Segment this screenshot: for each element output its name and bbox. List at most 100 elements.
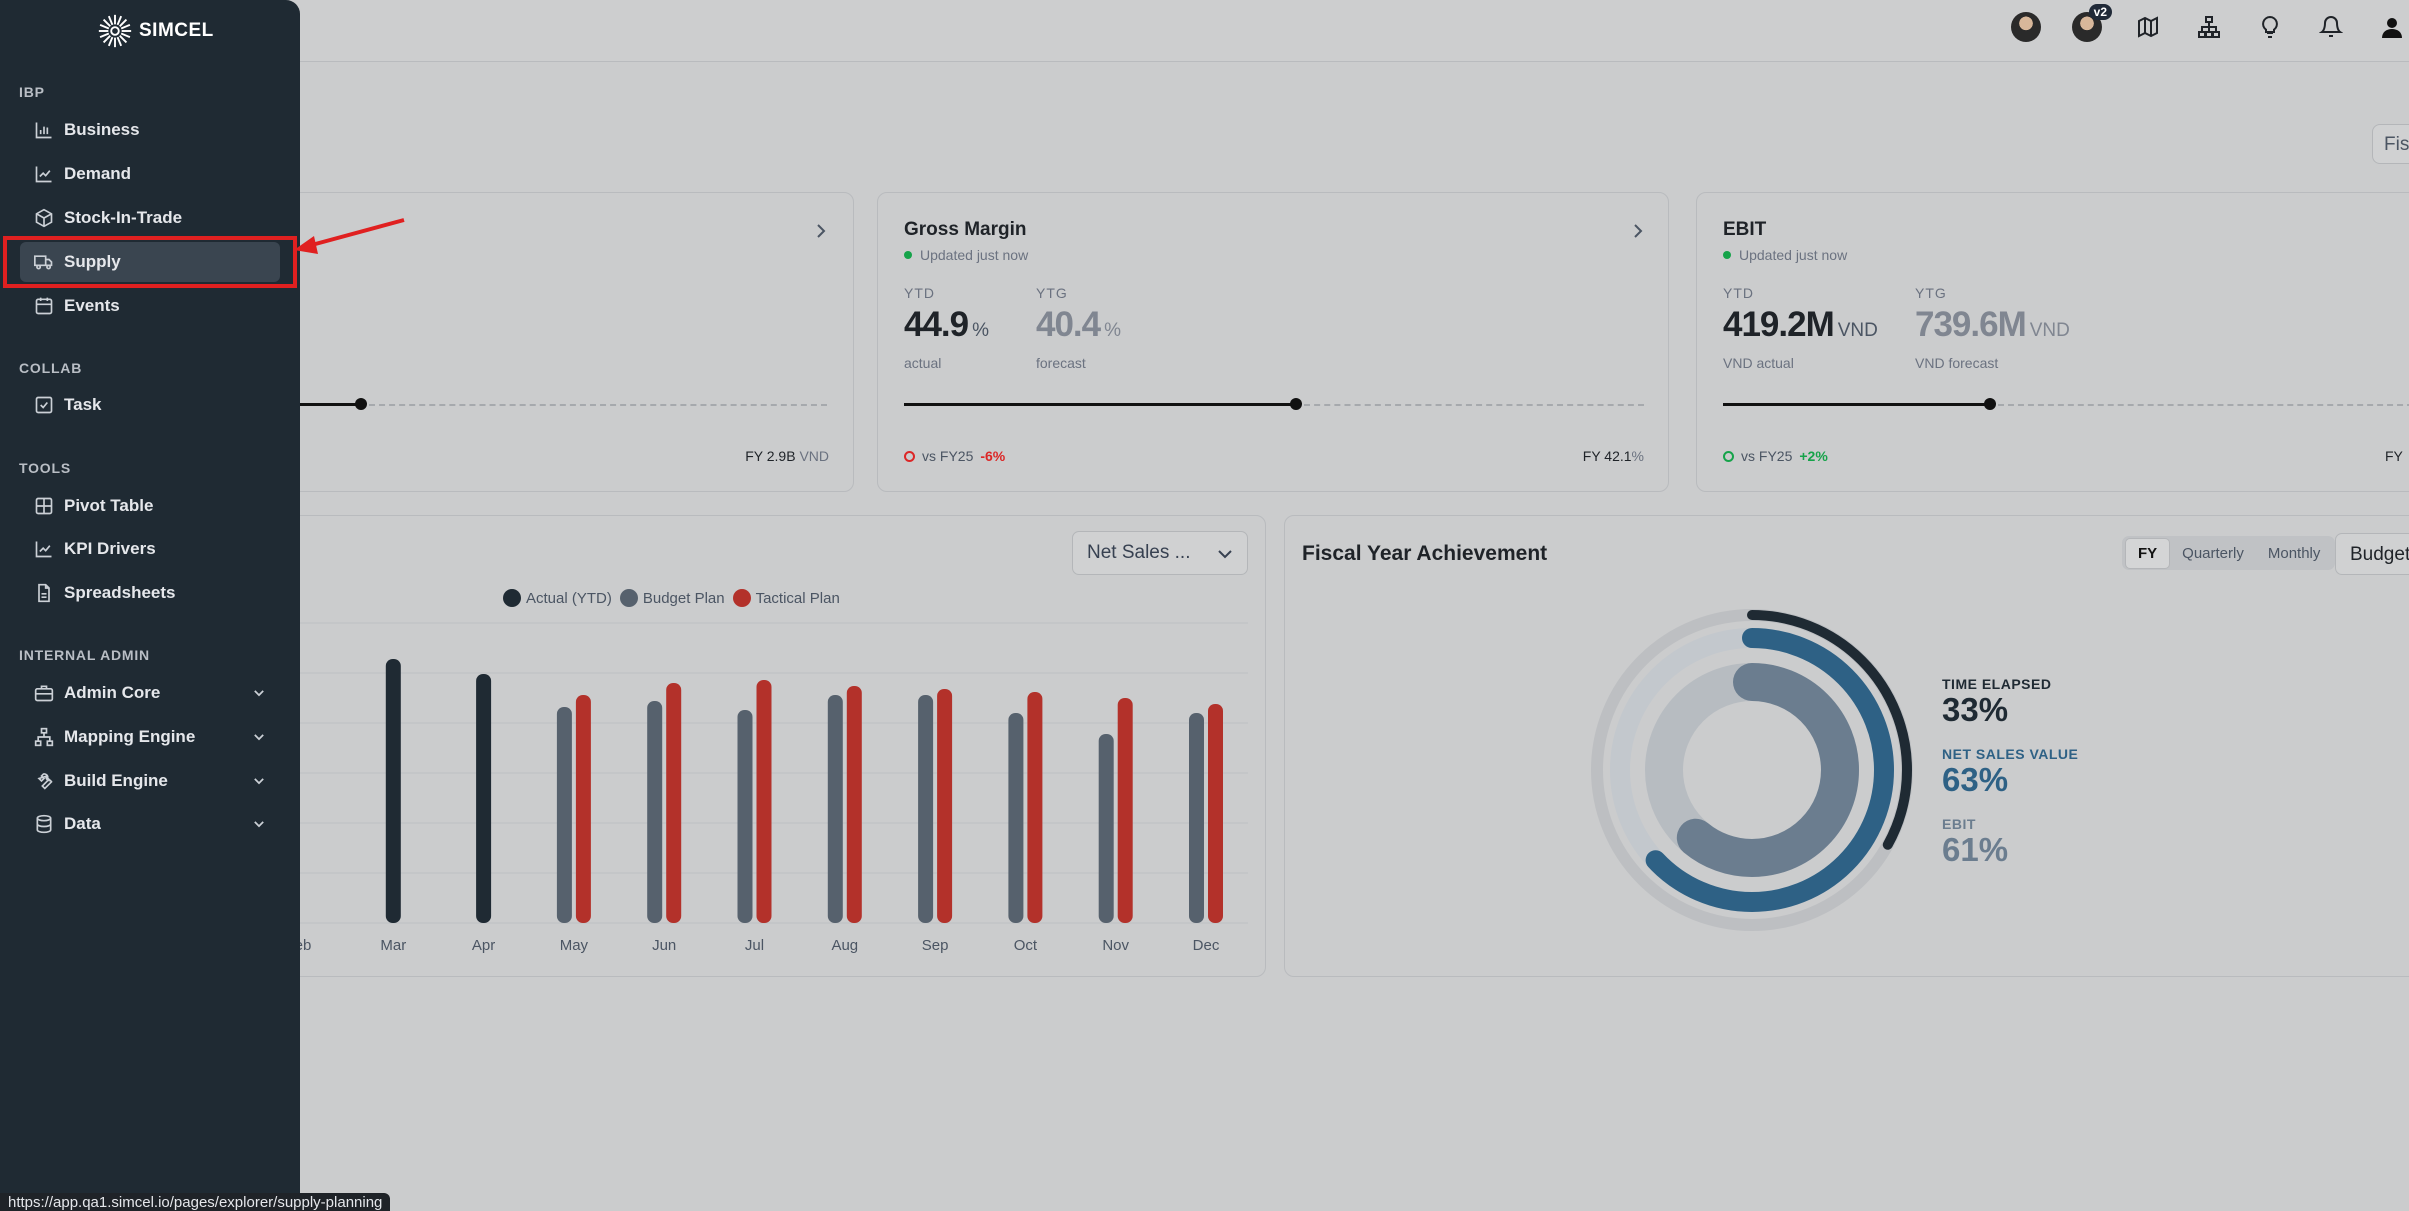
bar-budget-plan[interactable] — [918, 695, 934, 923]
section-tools: TOOLS — [19, 460, 71, 476]
sidebar-item-mapping-engine[interactable]: Mapping Engine — [20, 717, 280, 757]
kpi-progress — [1723, 398, 2409, 410]
sidebar-item-data[interactable]: Data — [20, 804, 280, 844]
x-tick-label: Mar — [380, 937, 406, 954]
sidebar-item-pivot-table[interactable]: Pivot Table — [20, 486, 280, 526]
sidebar-item-demand[interactable]: Demand — [20, 154, 280, 194]
status-dot-icon — [1723, 251, 1731, 259]
bar-budget-plan[interactable] — [647, 701, 663, 923]
bar-budget-plan[interactable] — [1189, 713, 1204, 923]
chevron-right-icon[interactable] — [1628, 221, 1648, 241]
x-tick-label: Jun — [652, 937, 676, 954]
sitemap-icon[interactable] — [2192, 10, 2226, 44]
kpi-ytd: YTD 419.2M VND VND actual — [1723, 285, 1878, 371]
ring-legend-net-sales: NET SALES VALUE 63% — [1942, 746, 2079, 798]
version-badge: v2 — [2088, 4, 2112, 20]
kpi-fy-total: FY 42.1% — [1582, 448, 1644, 464]
period-toggle: FY Quarterly Monthly — [2122, 536, 2336, 570]
user-icon[interactable] — [2375, 10, 2409, 44]
map-icon[interactable] — [2131, 10, 2165, 44]
ring-progress[interactable] — [1645, 663, 1859, 877]
sidebar-item-business[interactable]: Business — [20, 110, 280, 150]
bar-tactical-plan[interactable] — [1208, 704, 1223, 923]
bar-budget-plan[interactable] — [827, 695, 843, 923]
metric-dropdown[interactable]: Net Sales ... — [1072, 531, 1248, 575]
lightbulb-icon[interactable] — [2253, 10, 2287, 44]
sidebar-item-spreadsheets[interactable]: Spreadsheets — [20, 573, 280, 613]
kpi-vs-last-year: vs FY25 +2% — [1723, 448, 1828, 464]
box-icon — [35, 208, 53, 228]
sidebar-item-kpi-drivers[interactable]: KPI Drivers — [20, 529, 280, 569]
x-tick-label: Apr — [472, 937, 495, 954]
top-bar-icons: v2 — [1982, 4, 2409, 44]
bar-tactical-plan[interactable] — [575, 695, 591, 923]
budget-selector[interactable]: Budget — [2335, 533, 2409, 575]
legend-budget-plan[interactable]: Budget Plan — [619, 589, 725, 607]
briefcase-icon — [34, 685, 54, 702]
ring-legend-time: TIME ELAPSED 33% — [1942, 676, 2052, 728]
bar-tactical-plan[interactable] — [756, 680, 772, 923]
x-tick-label: Sep — [922, 937, 949, 954]
chevron-down-icon — [254, 734, 264, 741]
legend-tactical-plan[interactable]: Tactical Plan — [732, 589, 840, 607]
ring-progress[interactable] — [1592, 610, 1912, 930]
document-icon — [38, 583, 50, 603]
calendar-icon — [35, 297, 53, 315]
sidebar: SIMCEL IBP Business Demand Stock-In-Trad… — [0, 0, 300, 1211]
bar-actual[interactable] — [476, 674, 492, 923]
sidebar-item-build-engine[interactable]: Build Engine — [20, 761, 280, 801]
kpi-card-net-sales[interactable]: ND t FY 2.9B VND — [240, 192, 854, 492]
ring-progress[interactable] — [1610, 628, 1894, 912]
network-icon — [34, 727, 54, 747]
sidebar-item-supply[interactable]: Supply — [20, 242, 280, 282]
kpi-title: EBIT — [1723, 219, 1767, 240]
decline-indicator-icon — [904, 450, 915, 462]
tab-quarterly[interactable]: Quarterly — [2182, 544, 2244, 562]
simcel-logo[interactable]: SIMCEL — [96, 12, 214, 50]
status-bar-url: https://app.qa1.simcel.io/pages/explorer… — [0, 1193, 391, 1211]
bar-tactical-plan[interactable] — [1117, 698, 1133, 923]
kpi-card-ebit[interactable]: EBIT Updated just now YTD 419.2M VND VND … — [1696, 192, 2409, 492]
monthly-bar-chart: eb Mar Apr May Jun Jul Aug Sep Oct Nov Dec — [300, 622, 1248, 954]
bar-tactical-plan[interactable] — [666, 683, 682, 923]
bar-tactical-plan[interactable] — [846, 686, 862, 923]
avatar-icon[interactable] — [2009, 10, 2043, 44]
truck-icon — [34, 255, 53, 270]
bar-budget-plan[interactable] — [737, 710, 753, 923]
kpi-card-gross-margin[interactable]: Gross Margin Updated just now YTD 44.9% … — [877, 192, 1669, 492]
bar-tactical-plan[interactable] — [1027, 692, 1043, 923]
section-collab: COLLAB — [19, 360, 83, 376]
sidebar-item-stock-in-trade[interactable]: Stock-In-Trade — [20, 198, 280, 238]
sidebar-item-task[interactable]: Task — [20, 385, 280, 425]
x-tick-label: May — [560, 937, 589, 954]
kpi-fy-total: FY — [2385, 448, 2403, 464]
section-ibp: IBP — [19, 84, 45, 100]
kpi-updated-status: Updated just now — [904, 247, 1028, 263]
chevron-right-icon[interactable] — [811, 221, 831, 241]
kpi-title: Gross Margin — [904, 219, 1027, 240]
annotation-arrow-icon — [294, 218, 405, 254]
legend-actual[interactable]: Actual (YTD) — [503, 589, 612, 607]
chevron-down-icon — [254, 690, 264, 697]
bar-budget-plan[interactable] — [1098, 734, 1114, 923]
bar-tactical-plan[interactable] — [937, 689, 953, 923]
trend-line-icon — [35, 166, 52, 183]
bell-icon[interactable] — [2314, 10, 2348, 44]
x-tick-label: eb — [300, 937, 311, 954]
sidebar-item-events[interactable]: Events — [20, 286, 280, 326]
avatar-v2-icon[interactable]: v2 — [2070, 4, 2112, 44]
bar-chart-icon — [35, 122, 52, 139]
kpi-ytg: YTG 739.6M VND VND forecast — [1915, 285, 2070, 371]
tab-fy[interactable]: FY — [2125, 537, 2171, 569]
x-tick-label: Dec — [1193, 937, 1220, 954]
chevron-down-icon — [254, 778, 264, 785]
tab-monthly[interactable]: Monthly — [2267, 544, 2321, 562]
bar-budget-plan[interactable] — [1008, 713, 1024, 923]
kpi-progress — [241, 398, 827, 410]
fiscal-filter-button[interactable]: Fis — [2372, 124, 2409, 164]
x-tick-label: Oct — [1014, 937, 1038, 954]
bar-actual[interactable] — [385, 659, 401, 923]
sidebar-item-admin-core[interactable]: Admin Core — [20, 673, 280, 713]
bar-budget-plan[interactable] — [556, 707, 572, 923]
status-dot-icon — [904, 251, 912, 259]
